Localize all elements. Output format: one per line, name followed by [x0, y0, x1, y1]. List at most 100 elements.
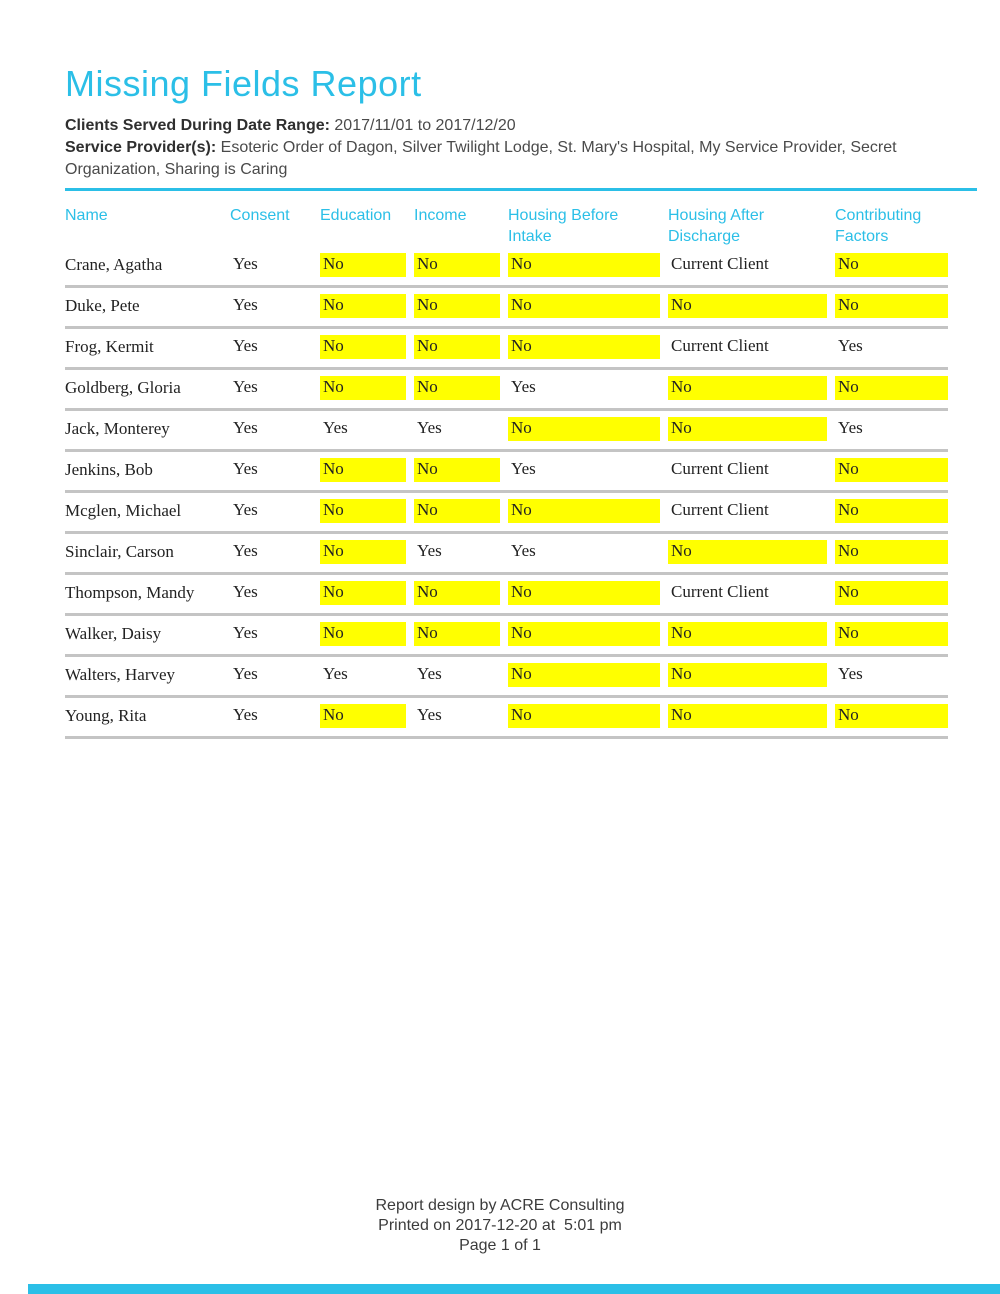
date-range-value: 2017/11/01 to 2017/12/20	[334, 117, 516, 134]
highlighted-missing-value: No	[320, 499, 406, 523]
field-value: Yes	[233, 418, 258, 437]
table-header-row: Name Consent Education Income Housing Before…	[65, 205, 948, 247]
cell-income: Yes	[414, 532, 508, 575]
footer-page-number: Page 1 of 1	[459, 1237, 541, 1254]
missing-fields-table: Name Consent Education Income Housing Before…	[65, 205, 948, 739]
cell-income: Yes	[414, 409, 508, 452]
cell-education: No	[320, 327, 414, 370]
field-value: Yes	[838, 336, 863, 355]
cell-name: Duke, Pete	[65, 286, 230, 329]
field-value: Yes	[838, 418, 863, 437]
highlighted-missing-value: No	[320, 458, 406, 482]
cell-name: Young, Rita	[65, 696, 230, 739]
highlighted-missing-value: No	[835, 458, 948, 482]
field-value: Yes	[233, 664, 258, 683]
cell-housing-before-intake: No	[508, 286, 668, 329]
header-rule	[65, 188, 977, 191]
highlighted-missing-value: No	[320, 622, 406, 646]
highlighted-missing-value: No	[508, 704, 660, 728]
report-content: Missing Fields Report Clients Served Dur…	[65, 64, 977, 739]
cell-housing-before-intake: No	[508, 696, 668, 739]
cell-name: Jenkins, Bob	[65, 450, 230, 493]
highlighted-missing-value: No	[508, 253, 660, 277]
highlighted-missing-value: No	[508, 294, 660, 318]
field-value: Yes	[417, 541, 442, 560]
field-value: Yes	[233, 295, 258, 314]
field-value: Yes	[511, 459, 536, 478]
cell-housing-before-intake: Yes	[508, 368, 668, 411]
cell-name: Goldberg, Gloria	[65, 368, 230, 411]
col-header-contributing-factors: Contributing Factors	[835, 207, 922, 245]
cell-name: Sinclair, Carson	[65, 532, 230, 575]
highlighted-missing-value: No	[508, 499, 660, 523]
cell-contributing-factors: No	[835, 614, 948, 657]
cell-housing-after-discharge: No	[668, 368, 835, 411]
cell-housing-after-discharge: No	[668, 696, 835, 739]
cell-contributing-factors: Yes	[835, 409, 948, 452]
highlighted-missing-value: No	[668, 294, 827, 318]
cell-contributing-factors: No	[835, 368, 948, 411]
cell-consent: Yes	[230, 247, 320, 288]
highlighted-missing-value: No	[668, 704, 827, 728]
field-value: Yes	[323, 664, 348, 683]
footer-accent-bar	[28, 1284, 1000, 1294]
cell-housing-after-discharge: Current Client	[668, 491, 835, 534]
col-header-name: Name	[65, 207, 108, 224]
highlighted-missing-value: No	[320, 540, 406, 564]
field-value: Yes	[233, 500, 258, 519]
table-row: Walters, Harvey Yes Yes Yes No No Yes	[65, 655, 948, 698]
cell-education: No	[320, 614, 414, 657]
table-row: Goldberg, Gloria Yes No No Yes No No	[65, 368, 948, 411]
highlighted-missing-value: No	[835, 294, 948, 318]
cell-contributing-factors: No	[835, 491, 948, 534]
cell-housing-after-discharge: Current Client	[668, 247, 835, 288]
highlighted-missing-value: No	[320, 581, 406, 605]
cell-name: Jack, Monterey	[65, 409, 230, 452]
table-row: Thompson, Mandy Yes No No No Current Client No	[65, 573, 948, 616]
highlighted-missing-value: No	[508, 581, 660, 605]
cell-contributing-factors: No	[835, 696, 948, 739]
cell-income: No	[414, 286, 508, 329]
cell-consent: Yes	[230, 409, 320, 452]
highlighted-missing-value: No	[668, 540, 827, 564]
highlighted-missing-value: No	[414, 622, 500, 646]
field-value: Yes	[233, 705, 258, 724]
cell-housing-before-intake: No	[508, 655, 668, 698]
cell-consent: Yes	[230, 614, 320, 657]
highlighted-missing-value: No	[508, 335, 660, 359]
highlighted-missing-value: No	[414, 294, 500, 318]
cell-contributing-factors: No	[835, 532, 948, 575]
field-value: Yes	[233, 623, 258, 642]
table-row: Jenkins, Bob Yes No No Yes Current Client No	[65, 450, 948, 493]
cell-income: No	[414, 450, 508, 493]
cell-name: Mcglen, Michael	[65, 491, 230, 534]
highlighted-missing-value: No	[320, 335, 406, 359]
highlighted-missing-value: No	[414, 581, 500, 605]
table-row: Mcglen, Michael Yes No No No Current Client No	[65, 491, 948, 534]
field-value: Yes	[233, 336, 258, 355]
field-value: Yes	[233, 254, 258, 273]
field-value: Yes	[233, 377, 258, 396]
cell-name: Frog, Kermit	[65, 327, 230, 370]
cell-housing-before-intake: No	[508, 409, 668, 452]
cell-consent: Yes	[230, 327, 320, 370]
service-providers-value: Esoteric Order of Dagon, Silver Twilight…	[65, 139, 897, 178]
field-value: Yes	[233, 459, 258, 478]
highlighted-missing-value: No	[508, 663, 660, 687]
highlighted-missing-value: No	[835, 253, 948, 277]
cell-housing-before-intake: No	[508, 327, 668, 370]
table-row: Sinclair, Carson Yes No Yes Yes No No	[65, 532, 948, 575]
highlighted-missing-value: No	[835, 704, 948, 728]
cell-housing-before-intake: No	[508, 491, 668, 534]
page-footer: Report design by ACRE Consulting Printed…	[0, 1196, 1000, 1256]
highlighted-missing-value: No	[414, 335, 500, 359]
field-value: Yes	[838, 664, 863, 683]
cell-housing-before-intake: No	[508, 573, 668, 616]
cell-housing-after-discharge: Current Client	[668, 573, 835, 616]
highlighted-missing-value: No	[835, 540, 948, 564]
highlighted-missing-value: No	[414, 458, 500, 482]
cell-housing-after-discharge: No	[668, 409, 835, 452]
cell-housing-after-discharge: No	[668, 532, 835, 575]
cell-income: No	[414, 327, 508, 370]
cell-education: No	[320, 247, 414, 288]
